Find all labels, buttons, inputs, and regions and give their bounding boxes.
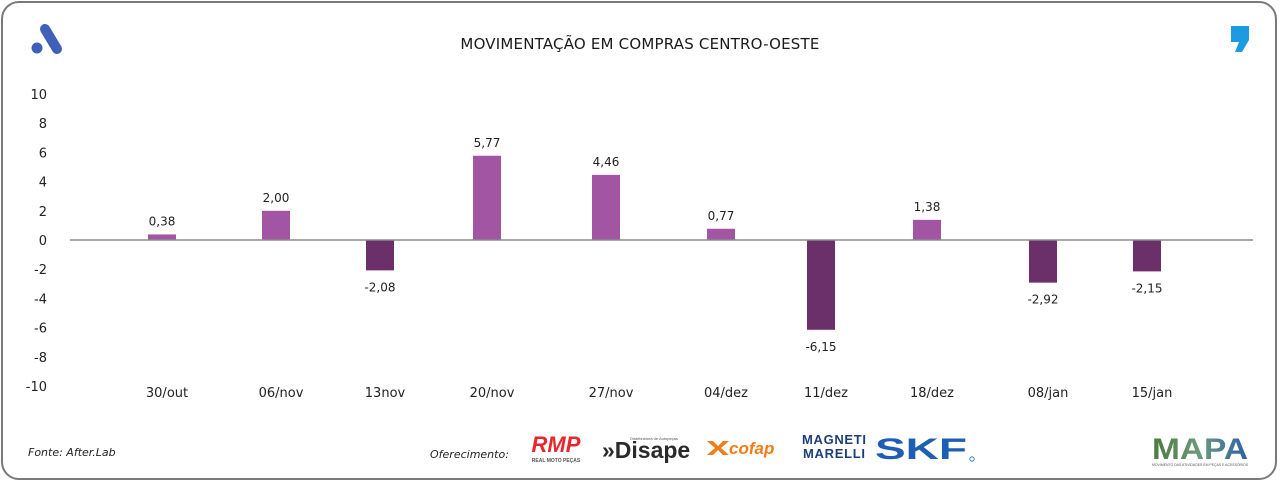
marelli-text: MARELLI xyxy=(803,446,865,461)
magneti-text: MAGNETI xyxy=(802,432,866,447)
cofap-logo-text: cofap xyxy=(729,439,774,458)
x-tick-label: 08/jan xyxy=(1028,386,1069,401)
y-tick-label: -2 xyxy=(34,263,47,278)
bar-04-dez xyxy=(707,228,735,240)
disape-logo: Distribuidora de Autopeças »Disape xyxy=(602,436,690,463)
y-tick-label: -8 xyxy=(34,351,47,366)
magneti-marelli-logo: MAGNETI MARELLI xyxy=(802,432,866,461)
disape-logo-text: »Disape xyxy=(602,437,690,463)
skf-logo: SKF xyxy=(875,433,975,463)
value-label: -6,15 xyxy=(805,340,836,354)
source-note: Fonte: After.Lab xyxy=(28,446,116,459)
bar-30-out xyxy=(148,234,176,240)
x-tick-label: 30/out xyxy=(146,386,188,401)
mapa-logo-text: MAPA xyxy=(1152,433,1248,466)
x-tick-label: 18/dez xyxy=(910,386,954,401)
bar-06-nov xyxy=(262,210,290,240)
value-label: 5,77 xyxy=(474,136,501,150)
disape-tagline: Distribuidora de Autopeças xyxy=(630,436,678,441)
rmp-tagline: REAL MOTO PEÇAS xyxy=(532,458,581,464)
x-tick-label: 13nov xyxy=(365,386,406,401)
value-labels: 0,38 2,00 -2,08 5,77 4,46 0,77 -6,15 1,38 -2,92 -… xyxy=(149,136,1163,354)
x-axis-labels: 30/out 06/nov 13nov 20/nov 27/nov 04/dez 11/de… xyxy=(146,386,1172,401)
chart-title: MOVIMENTAÇÃO EM COMPRAS CENTRO-OESTE xyxy=(460,35,820,53)
x-tick-label: 15/jan xyxy=(1132,386,1173,401)
skf-logo-text: SKF xyxy=(875,433,967,463)
x-tick-label: 11/dez xyxy=(804,386,848,401)
bar-18-dez xyxy=(913,219,941,240)
value-label: 1,38 xyxy=(914,200,941,214)
rmp-logo-text: RMP xyxy=(532,433,581,457)
cofap-logo: cofap xyxy=(707,439,774,458)
mapa-logo: MAPA MOVIMENTO DAS ATIVIDADES EM PEÇAS E… xyxy=(1152,433,1248,467)
y-tick-label: 10 xyxy=(30,88,47,103)
sponsor-label: Oferecimento: xyxy=(430,448,509,461)
bar-13nov xyxy=(366,240,394,271)
y-tick-label: 8 xyxy=(39,117,47,132)
value-label: -2,92 xyxy=(1027,293,1058,307)
value-label: -2,08 xyxy=(364,280,395,294)
x-tick-label: 04/dez xyxy=(704,386,748,401)
brand-a-logo-icon xyxy=(31,24,62,54)
y-tick-label: 4 xyxy=(39,176,47,191)
value-label: 0,38 xyxy=(149,214,176,228)
y-tick-label: 2 xyxy=(39,205,47,220)
y-axis: 10 8 6 4 2 0 -2 -4 -6 -8 -10 xyxy=(26,88,47,395)
x-tick-label: 06/nov xyxy=(259,386,304,401)
y-tick-label: -6 xyxy=(34,322,47,337)
bar-20-nov xyxy=(473,155,501,240)
x-tick-label: 27/nov xyxy=(589,386,634,401)
y-tick-label: 6 xyxy=(39,146,47,161)
value-label: 0,77 xyxy=(708,209,735,223)
mapa-tagline: MOVIMENTO DAS ATIVIDADES EM PEÇAS E ACES… xyxy=(1152,462,1248,467)
rmp-logo: RMP REAL MOTO PEÇAS xyxy=(532,433,581,464)
bar-11-dez xyxy=(807,240,835,330)
x-tick-label: 20/nov xyxy=(470,386,515,401)
value-label: 2,00 xyxy=(263,191,290,205)
value-label: 4,46 xyxy=(593,155,620,169)
y-tick-label: 0 xyxy=(39,234,47,249)
value-label: -2,15 xyxy=(1131,281,1162,295)
y-tick-label: -4 xyxy=(34,292,47,307)
registered-icon xyxy=(969,456,975,462)
y-tick-label: -10 xyxy=(26,380,47,395)
comma-logo-icon xyxy=(1231,26,1249,52)
bar-15-jan xyxy=(1133,240,1161,272)
bars xyxy=(148,155,1161,330)
bar-27-nov xyxy=(592,174,620,240)
bar-08-jan xyxy=(1029,240,1057,283)
cofap-x-icon xyxy=(707,441,729,455)
